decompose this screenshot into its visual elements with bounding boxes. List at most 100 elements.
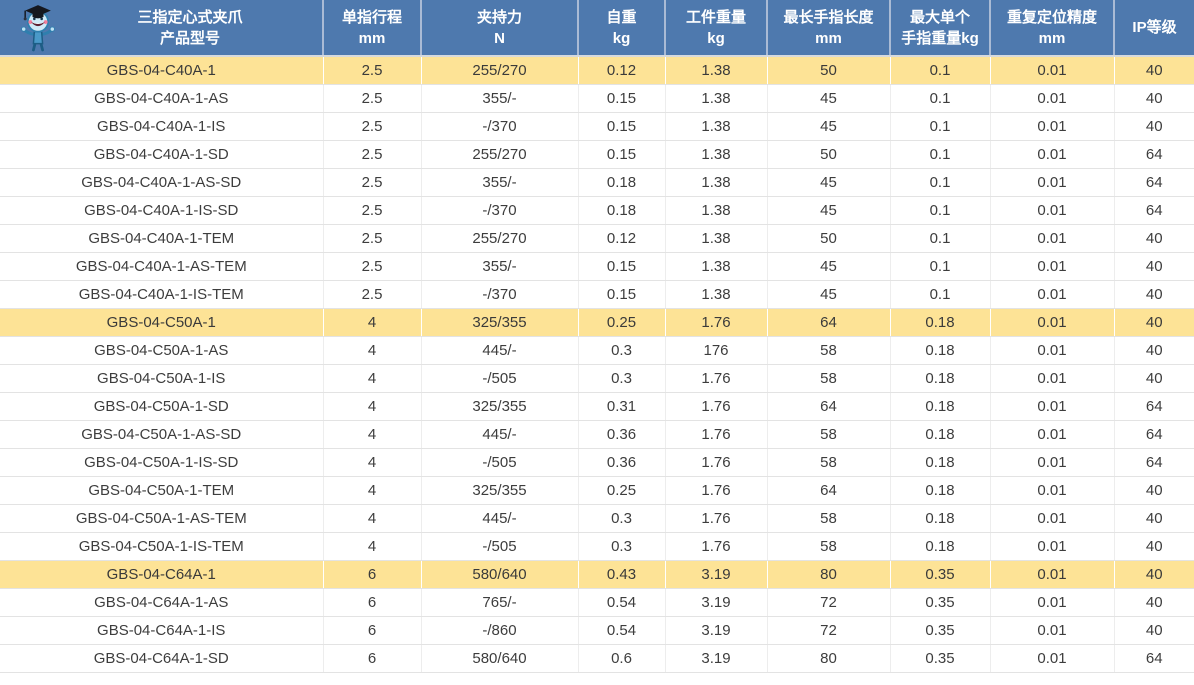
cell-self_weight_kg: 0.18 (577, 168, 665, 197)
cell-max_finger_weight_kg: 0.18 (889, 476, 990, 505)
cell-self_weight_kg: 0.18 (577, 196, 665, 225)
cell-grip_force_n: -/860 (420, 616, 578, 645)
cell-repeatability_mm: 0.01 (989, 112, 1114, 141)
table-row: GBS-04-C50A-1-TEM 4 325/355 0.25 1.76 64 0.18 0… (0, 476, 1194, 505)
cell-grip_force_n: 355/- (420, 252, 578, 281)
table-row: GBS-04-C40A-1-IS 2.5 -/370 0.15 1.38 45 0.1 0.0… (0, 112, 1194, 141)
cell-grip_force_n: 255/270 (420, 224, 578, 253)
cell-product_model: GBS-04-C50A-1-SD (0, 392, 323, 421)
cell-stroke_mm: 2.5 (322, 280, 421, 309)
cell-product_model: GBS-04-C50A-1-AS (0, 336, 323, 365)
header-self-weight: 自重 kg (577, 0, 665, 57)
table-row: GBS-04-C50A-1-SD 4 325/355 0.31 1.76 64 0.18 0.… (0, 392, 1194, 421)
cell-workpiece_weight_kg: 1.38 (664, 84, 767, 113)
cell-repeatability_mm: 0.01 (989, 84, 1114, 113)
cell-ip_rating: 40 (1113, 56, 1194, 85)
cell-grip_force_n: 445/- (420, 504, 578, 533)
cell-self_weight_kg: 0.12 (577, 56, 665, 85)
cell-self_weight_kg: 0.25 (577, 476, 665, 505)
cell-repeatability_mm: 0.01 (989, 140, 1114, 169)
cell-ip_rating: 40 (1113, 224, 1194, 253)
cell-max_finger_length_mm: 45 (766, 168, 890, 197)
cell-max_finger_length_mm: 58 (766, 420, 890, 449)
header-max-finger-weight: 最大单个 手指重量kg (889, 0, 990, 57)
table-row-highlight: GBS-04-C50A-1 4 325/355 0.25 1.76 64 0.18 0.01 4… (0, 308, 1194, 337)
cell-stroke_mm: 4 (322, 336, 421, 365)
cell-self_weight_kg: 0.12 (577, 224, 665, 253)
cell-self_weight_kg: 0.15 (577, 140, 665, 169)
cell-grip_force_n: -/370 (420, 196, 578, 225)
cell-stroke_mm: 6 (322, 560, 421, 589)
cell-workpiece_weight_kg: 1.38 (664, 252, 767, 281)
cell-max_finger_weight_kg: 0.18 (889, 308, 990, 337)
cell-workpiece_weight_kg: 1.38 (664, 280, 767, 309)
cell-grip_force_n: 580/640 (420, 644, 578, 673)
cell-product_model: GBS-04-C40A-1-AS (0, 84, 323, 113)
cell-workpiece_weight_kg: 3.19 (664, 644, 767, 673)
cell-stroke_mm: 4 (322, 392, 421, 421)
cell-self_weight_kg: 0.15 (577, 84, 665, 113)
cell-max_finger_length_mm: 50 (766, 140, 890, 169)
cell-max_finger_weight_kg: 0.1 (889, 140, 990, 169)
cell-grip_force_n: 325/355 (420, 308, 578, 337)
header-ip-rating: IP等级 (1113, 0, 1194, 57)
table-row: GBS-04-C40A-1-IS-TEM 2.5 -/370 0.15 1.38 45 0.… (0, 280, 1194, 309)
cell-product_model: GBS-04-C40A-1-IS (0, 112, 323, 141)
cell-max_finger_weight_kg: 0.1 (889, 84, 990, 113)
cell-stroke_mm: 4 (322, 308, 421, 337)
cell-self_weight_kg: 0.3 (577, 336, 665, 365)
cell-max_finger_weight_kg: 0.35 (889, 644, 990, 673)
cell-max_finger_length_mm: 80 (766, 560, 890, 589)
cell-ip_rating: 64 (1113, 420, 1194, 449)
table-row: GBS-04-C40A-1-AS 2.5 355/- 0.15 1.38 45 0.1 0.0… (0, 84, 1194, 113)
cell-stroke_mm: 6 (322, 644, 421, 673)
table-row: GBS-04-C64A-1-AS 6 765/- 0.54 3.19 72 0.35 0.01… (0, 588, 1194, 617)
cell-self_weight_kg: 0.6 (577, 644, 665, 673)
cell-max_finger_weight_kg: 0.18 (889, 364, 990, 393)
cell-workpiece_weight_kg: 3.19 (664, 616, 767, 645)
table-header-row: 三指定心式夹爪 产品型号 单指行程 mm 夹持力 N 自重 kg 工件重量 kg… (0, 0, 1194, 57)
cell-product_model: GBS-04-C40A-1-SD (0, 140, 323, 169)
table-row: GBS-04-C40A-1-IS-SD 2.5 -/370 0.18 1.38 45 0.1… (0, 196, 1194, 225)
cell-repeatability_mm: 0.01 (989, 224, 1114, 253)
cell-repeatability_mm: 0.01 (989, 308, 1114, 337)
table-row: GBS-04-C50A-1-IS-TEM 4 -/505 0.3 1.76 58 0.18 0… (0, 532, 1194, 561)
cell-stroke_mm: 4 (322, 364, 421, 393)
cell-product_model: GBS-04-C50A-1-IS-TEM (0, 532, 323, 561)
cell-stroke_mm: 2.5 (322, 56, 421, 85)
header-product-model: 三指定心式夹爪 产品型号 (0, 0, 323, 57)
table-body: GBS-04-C40A-1 2.5 255/270 0.12 1.38 50 0.1 0.01… (0, 56, 1194, 673)
cell-workpiece_weight_kg: 1.76 (664, 392, 767, 421)
cell-product_model: GBS-04-C40A-1-IS-TEM (0, 280, 323, 309)
cell-max_finger_length_mm: 64 (766, 392, 890, 421)
table-row: GBS-04-C40A-1-AS-TEM 2.5 355/- 0.15 1.38 45 0.… (0, 252, 1194, 281)
cell-max_finger_length_mm: 45 (766, 196, 890, 225)
cell-workpiece_weight_kg: 1.38 (664, 168, 767, 197)
cell-stroke_mm: 2.5 (322, 252, 421, 281)
cell-max_finger_length_mm: 72 (766, 616, 890, 645)
cell-ip_rating: 40 (1113, 588, 1194, 617)
cell-repeatability_mm: 0.01 (989, 504, 1114, 533)
cell-max_finger_weight_kg: 0.1 (889, 112, 990, 141)
cell-repeatability_mm: 0.01 (989, 588, 1114, 617)
table-row: GBS-04-C50A-1-IS-SD 4 -/505 0.36 1.76 58 0.18 0… (0, 448, 1194, 477)
cell-ip_rating: 64 (1113, 448, 1194, 477)
cell-stroke_mm: 2.5 (322, 224, 421, 253)
cell-ip_rating: 40 (1113, 112, 1194, 141)
cell-grip_force_n: 765/- (420, 588, 578, 617)
cell-max_finger_length_mm: 45 (766, 84, 890, 113)
table-row: GBS-04-C64A-1-SD 6 580/640 0.6 3.19 80 0.35 0.0… (0, 644, 1194, 673)
cell-self_weight_kg: 0.25 (577, 308, 665, 337)
cell-max_finger_weight_kg: 0.18 (889, 532, 990, 561)
cell-repeatability_mm: 0.01 (989, 644, 1114, 673)
header-product-model-line2: 产品型号 (159, 29, 220, 47)
cell-grip_force_n: -/505 (420, 448, 578, 477)
cell-max_finger_weight_kg: 0.1 (889, 56, 990, 85)
header-workpiece-weight: 工件重量 kg (664, 0, 767, 57)
cell-workpiece_weight_kg: 1.38 (664, 196, 767, 225)
mascot-graduate-robot-icon (16, 3, 60, 53)
cell-max_finger_weight_kg: 0.1 (889, 280, 990, 309)
cell-grip_force_n: 580/640 (420, 560, 578, 589)
cell-ip_rating: 40 (1113, 560, 1194, 589)
cell-workpiece_weight_kg: 1.76 (664, 504, 767, 533)
